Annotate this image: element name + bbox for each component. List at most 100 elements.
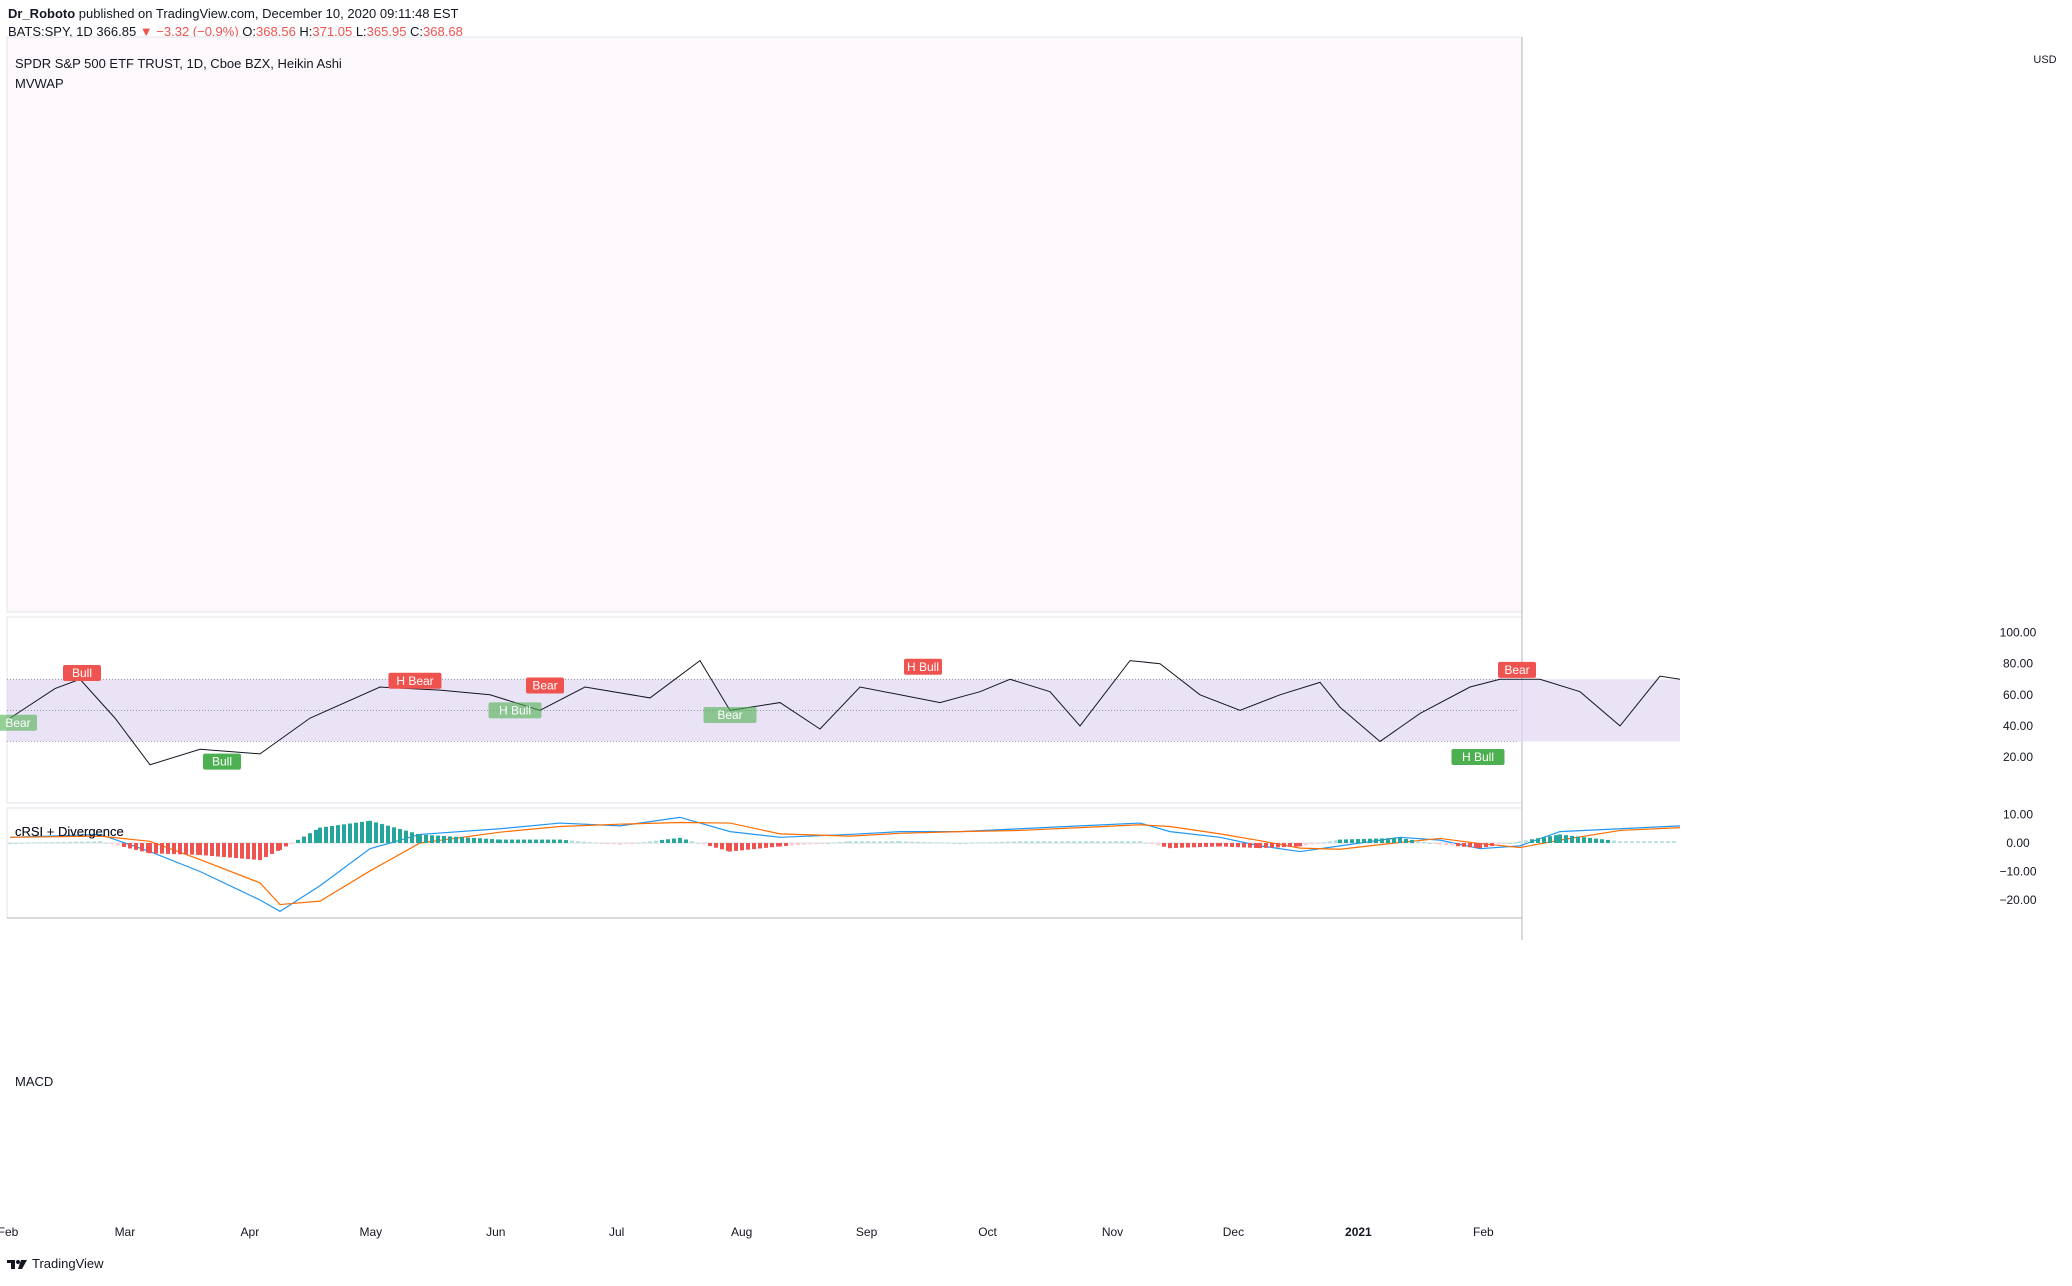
macd-histogram-bar xyxy=(448,836,452,843)
macd-histogram-bar xyxy=(1288,843,1292,847)
macd-histogram-bar xyxy=(808,843,812,845)
macd-histogram-bar xyxy=(1374,838,1378,843)
macd-histogram-bar xyxy=(1428,843,1432,844)
macd-histogram-bar xyxy=(934,842,938,844)
macd-histogram-bar xyxy=(854,841,858,843)
macd-histogram-bar xyxy=(1108,841,1112,843)
macd-histogram-bar xyxy=(790,843,794,846)
macd-histogram-bar xyxy=(92,841,96,843)
macd-histogram-bar xyxy=(116,843,120,846)
macd-histogram-bar xyxy=(184,843,188,855)
brand-name[interactable]: TradingView xyxy=(32,1256,104,1271)
macd-histogram-bar xyxy=(764,843,768,848)
macd-histogram-bar xyxy=(564,840,568,843)
macd-histogram-bar xyxy=(1350,839,1354,843)
macd-histogram-bar xyxy=(210,843,214,856)
macd-histogram-bar xyxy=(430,835,434,843)
macd-histogram-bar xyxy=(20,842,24,844)
macd-histogram-bar xyxy=(1490,843,1494,847)
macd-histogram-bar xyxy=(1018,841,1022,843)
macd-histogram-bar xyxy=(44,842,48,844)
author-name[interactable]: Dr_Roboto xyxy=(8,6,76,21)
macd-histogram-bar xyxy=(1514,841,1518,843)
macd-histogram-bar xyxy=(740,843,744,851)
macd-histogram-bar xyxy=(74,841,78,843)
macd-histogram-bar xyxy=(510,839,514,843)
macd-histogram-bar xyxy=(398,828,402,843)
indicator-label: MVWAP xyxy=(15,76,64,91)
x-tick-label: Jul xyxy=(609,1225,624,1239)
macd-histogram-bar xyxy=(1316,843,1320,844)
macd-histogram-bar xyxy=(770,843,774,848)
macd-histogram-bar xyxy=(982,842,986,844)
macd-histogram-bar xyxy=(648,841,652,843)
macd-histogram-bar xyxy=(552,839,556,843)
macd-y-tick: −20.00 xyxy=(1999,893,2036,907)
macd-histogram-bar xyxy=(1120,841,1124,843)
macd-y-tick: 10.00 xyxy=(2003,808,2033,822)
macd-histogram-bar xyxy=(1078,841,1082,843)
macd-histogram-bar xyxy=(1150,843,1154,845)
macd-histogram-bar xyxy=(1310,843,1314,845)
macd-histogram-bar xyxy=(916,841,920,843)
signal-line xyxy=(9,821,1681,906)
macd-histogram-bar xyxy=(1462,843,1466,847)
x-tick-label: Mar xyxy=(115,1225,136,1239)
macd-histogram-bar xyxy=(1582,837,1586,843)
macd-histogram-bar xyxy=(570,840,574,843)
crsi-y-tick: 100.00 xyxy=(2000,626,2037,640)
macd-histogram-bar xyxy=(424,834,428,843)
macd-histogram-bar xyxy=(708,843,712,847)
macd-histogram-bar xyxy=(1474,843,1478,848)
macd-histogram-bar xyxy=(1404,838,1408,843)
macd-histogram-bar xyxy=(436,835,440,843)
macd-histogram-bar xyxy=(522,839,526,843)
macd-histogram-bar xyxy=(1270,843,1274,848)
macd-histogram-bar xyxy=(154,843,158,854)
divergence-label: H Bull xyxy=(499,703,531,717)
x-tick-label: Oct xyxy=(978,1225,997,1239)
macd-histogram-bar xyxy=(1174,843,1178,848)
macd-histogram-bar xyxy=(534,839,538,843)
last-price: 366.85 xyxy=(96,24,137,39)
macd-histogram-bar xyxy=(588,842,592,844)
macd-histogram-bar xyxy=(1368,838,1372,843)
x-tick-label: Nov xyxy=(1102,1225,1123,1239)
macd-histogram-bar xyxy=(714,843,718,848)
macd-histogram-bar xyxy=(498,839,502,843)
macd-histogram-bar xyxy=(1508,843,1512,844)
macd-histogram-bar xyxy=(1570,835,1574,843)
macd-histogram-bar xyxy=(1180,843,1184,848)
macd-histogram-bar xyxy=(324,826,328,843)
macd-histogram-bar xyxy=(1666,841,1670,843)
macd-histogram-bar xyxy=(848,841,852,843)
macd-histogram-bar xyxy=(62,841,66,843)
macd-histogram-bar xyxy=(1518,841,1522,843)
open-value: 368.56 xyxy=(256,24,296,39)
macd-histogram-bar xyxy=(1636,841,1640,843)
macd-histogram-bar xyxy=(1276,843,1280,848)
macd-histogram-bar xyxy=(802,843,806,845)
macd-pane[interactable] xyxy=(7,816,1681,913)
macd-histogram-bar xyxy=(964,842,968,844)
macd-histogram-bar xyxy=(814,843,818,844)
x-tick-label: Feb xyxy=(1473,1225,1494,1239)
macd-histogram-bar xyxy=(1156,843,1160,846)
low-value: 365.95 xyxy=(366,24,407,39)
macd-histogram-bar xyxy=(360,821,364,843)
macd-histogram-bar xyxy=(1334,840,1338,843)
macd-histogram-bar xyxy=(630,843,634,844)
macd-histogram-bar xyxy=(1224,843,1228,847)
macd-histogram-bar xyxy=(418,834,422,843)
macd-histogram-bar xyxy=(660,839,664,843)
macd-histogram-bar xyxy=(308,833,312,843)
divergence-label-bg xyxy=(388,672,442,689)
macd-histogram-bar xyxy=(1236,843,1240,848)
macd-histogram-bar xyxy=(528,839,532,843)
macd-histogram-bar xyxy=(1084,841,1088,843)
macd-histogram-bar xyxy=(380,824,384,843)
axes: SPDR S&P 500 ETF TRUST, 1D, Cboe BZX, He… xyxy=(0,54,2057,1239)
macd-histogram-bar xyxy=(442,835,446,843)
